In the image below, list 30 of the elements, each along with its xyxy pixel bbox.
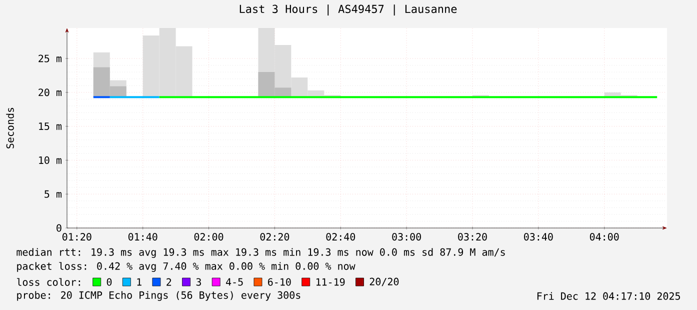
y-tick-label: 15 m [39,122,62,130]
x-tick-label: 02:40 [326,233,356,241]
legend-label: 6-10 [268,278,291,286]
y-tick-label: 25 m [38,54,62,62]
legend-label: 0 [106,278,112,286]
x-tick-label: 04:00 [590,233,619,241]
legend-label: 20/20 [370,278,399,286]
x-tick-label: 02:00 [194,233,224,241]
x-tick-label: 03:40 [524,233,553,241]
x-tick-label: 02:20 [260,233,290,241]
x-tick-label: 03:20 [458,233,487,241]
y-tick-label: 20 m [38,88,62,96]
y-axis-title: Seconds [6,108,14,148]
y-tick-label: 10 m [39,156,62,164]
y-tick-label: 5 m [44,190,62,198]
text: probe: 20 ICMP Echo Pings (56 Bytes) every 300s [17,291,300,301]
x-tick-label: 01:20 [62,233,92,241]
legend-label: 4-5 [226,278,243,286]
legend-label: 2 [166,278,172,286]
chart-title: Last 3 Hours | AS49457 | Lausanne [240,4,457,16]
text: Fri Dec 12 04:17:10 2025 [537,292,680,300]
legend-title: loss color: [16,278,80,286]
legend-label: 11-19 [316,278,345,286]
text: median rtt: 19.3 ms avg 19.3 ms max 19.3 ms min 19.3 ms now 0.0 ms sd 87.9 M am/s [16,248,505,258]
y-tick-label: 0 [56,224,62,232]
x-tick-label: 01:40 [128,233,158,241]
legend-label: 1 [137,278,142,286]
x-tick-label: 03:00 [392,233,421,241]
legend-label: 3 [196,278,201,286]
text: packet loss: 0.42 % avg 7.40 % max 0.00 % min 0.00 % now [17,262,356,272]
